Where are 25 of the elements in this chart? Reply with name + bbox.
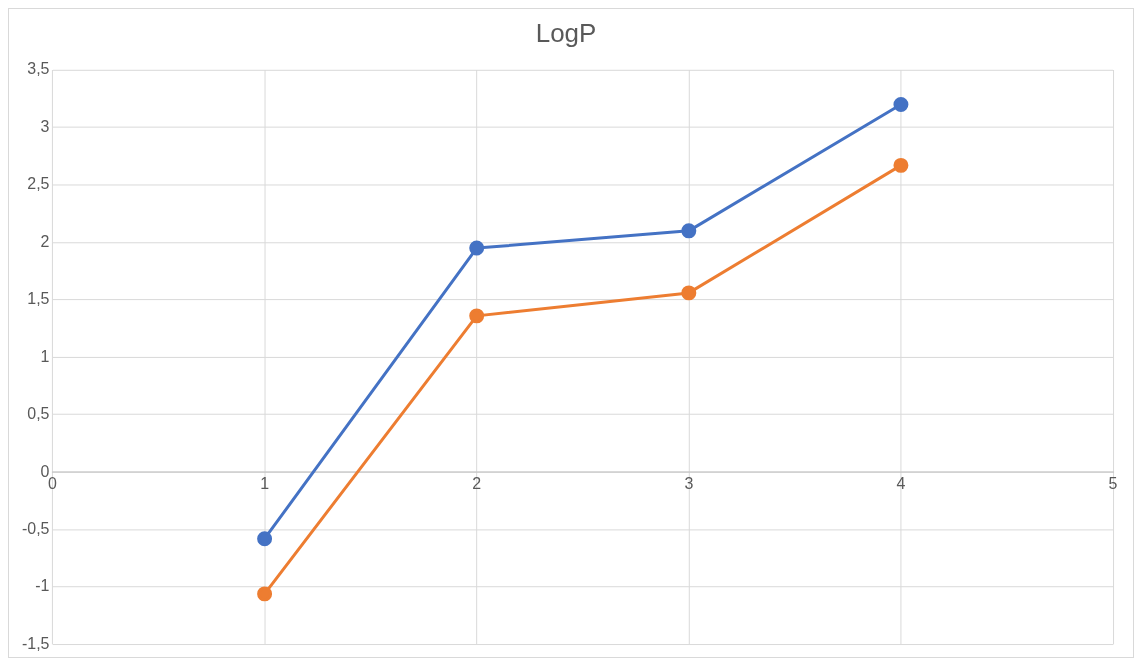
x-tick-label: 2 [472, 475, 482, 493]
x-tick-label: 1 [260, 475, 270, 493]
point [681, 223, 697, 239]
y-tick-label: 0,5 [27, 405, 50, 423]
point [257, 531, 273, 547]
y-tick-label: 3,5 [27, 60, 50, 78]
y-tick-label: 0 [40, 462, 50, 480]
point [893, 157, 909, 173]
point [893, 97, 909, 112]
y-tick-label: 2 [40, 232, 50, 250]
point [681, 285, 697, 301]
y-tick-label: 1 [40, 347, 50, 365]
x-tick-label: 3 [684, 475, 694, 493]
point [257, 586, 273, 602]
y-tick-label: -0,5 [21, 519, 50, 537]
y-tick-label: 3 [40, 117, 50, 135]
point [469, 240, 485, 256]
y-tick-label: -1 [35, 577, 50, 595]
point [469, 308, 485, 324]
chart-title: LogP [535, 18, 597, 47]
y-tick-label: -1,5 [21, 634, 50, 652]
y-tick-label: 1,5 [27, 290, 50, 308]
x-tick-label: 4 [896, 475, 906, 493]
x-tick-label: 5 [1108, 475, 1118, 493]
y-tick-label: 2,5 [27, 175, 50, 193]
